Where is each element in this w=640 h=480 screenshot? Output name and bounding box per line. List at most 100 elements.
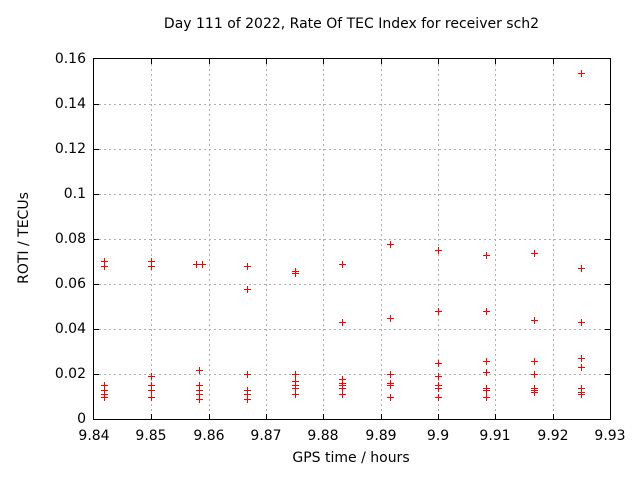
x-tick-label: 9.92 <box>537 428 569 444</box>
data-point <box>196 396 203 403</box>
x-tick-mark <box>323 414 324 419</box>
data-point <box>196 387 203 394</box>
data-point <box>339 319 346 326</box>
y-tick-mark <box>605 329 610 330</box>
x-tick-mark <box>381 414 382 419</box>
x-tick-mark <box>438 59 439 64</box>
y-tick-label: 0.08 <box>54 231 86 247</box>
data-point <box>578 364 585 371</box>
y-tick-mark <box>605 149 610 150</box>
data-point <box>148 373 155 380</box>
data-point <box>483 394 490 401</box>
y-tick-label: 0.02 <box>54 366 86 382</box>
y-tick-label: 0 <box>77 411 86 427</box>
data-point <box>196 382 203 389</box>
data-point <box>148 258 155 265</box>
y-tick-mark <box>605 374 610 375</box>
data-point <box>101 382 108 389</box>
y-tick-mark <box>94 284 99 285</box>
y-tick-label: 0.14 <box>54 96 86 112</box>
x-tick-label: 9.86 <box>193 428 225 444</box>
y-tick-mark <box>94 149 99 150</box>
data-point <box>199 261 206 268</box>
y-tick-label: 0.1 <box>63 186 86 202</box>
gridline-vertical <box>323 59 324 419</box>
gridline-horizontal <box>94 104 610 105</box>
chart-title: Day 111 of 2022, Rate Of TEC Index for r… <box>163 16 540 32</box>
data-point <box>339 385 346 392</box>
data-point <box>483 369 490 376</box>
data-point <box>101 394 108 401</box>
y-tick-mark <box>605 194 610 195</box>
gridline-horizontal <box>94 194 610 195</box>
data-point <box>339 391 346 398</box>
data-point <box>483 252 490 259</box>
x-tick-mark <box>266 414 267 419</box>
data-point <box>578 70 585 77</box>
y-tick-mark <box>94 194 99 195</box>
y-tick-mark <box>94 239 99 240</box>
data-point <box>483 387 490 394</box>
data-point <box>101 263 108 270</box>
x-axis-label: GPS time / hours <box>292 450 410 466</box>
data-point <box>435 360 442 367</box>
gridline-horizontal <box>94 374 610 375</box>
data-point <box>339 261 346 268</box>
data-point <box>435 308 442 315</box>
gridline-horizontal <box>94 239 610 240</box>
data-point <box>578 265 585 272</box>
data-point <box>292 385 299 392</box>
y-tick-label: 0.06 <box>54 276 86 292</box>
data-point <box>435 247 442 254</box>
plot-area <box>93 58 611 420</box>
y-tick-mark <box>94 374 99 375</box>
gridline-horizontal <box>94 149 610 150</box>
x-tick-mark <box>266 59 267 64</box>
x-tick-label: 9.84 <box>78 428 110 444</box>
data-point <box>578 355 585 362</box>
x-tick-mark <box>323 59 324 64</box>
data-point <box>244 396 251 403</box>
gridline-horizontal <box>94 329 610 330</box>
data-point <box>578 385 585 392</box>
data-point <box>387 382 394 389</box>
x-tick-mark <box>151 414 152 419</box>
data-point <box>578 319 585 326</box>
x-tick-label: 9.93 <box>594 428 626 444</box>
data-point <box>292 371 299 378</box>
data-point <box>148 387 155 394</box>
gridline-vertical <box>553 59 554 419</box>
gridline-horizontal <box>94 284 610 285</box>
data-point <box>292 378 299 385</box>
data-point <box>578 391 585 398</box>
data-point <box>101 258 108 265</box>
x-tick-mark <box>553 414 554 419</box>
x-tick-label: 9.9 <box>426 428 450 444</box>
data-point <box>196 367 203 374</box>
x-tick-label: 9.87 <box>250 428 282 444</box>
gridline-vertical <box>266 59 267 419</box>
data-point <box>531 317 538 324</box>
gridline-vertical <box>151 59 152 419</box>
x-tick-mark <box>381 59 382 64</box>
data-point <box>148 263 155 270</box>
y-tick-mark <box>94 104 99 105</box>
data-point <box>244 391 251 398</box>
y-tick-mark <box>94 329 99 330</box>
data-point <box>292 270 299 277</box>
data-point <box>244 263 251 270</box>
data-point <box>531 250 538 257</box>
y-tick-mark <box>605 104 610 105</box>
x-tick-label: 9.85 <box>135 428 167 444</box>
data-point <box>483 308 490 315</box>
data-point <box>292 391 299 398</box>
data-point <box>148 382 155 389</box>
data-point <box>435 373 442 380</box>
data-point <box>196 391 203 398</box>
x-tick-mark <box>209 414 210 419</box>
data-point <box>531 389 538 396</box>
x-tick-label: 9.91 <box>479 428 511 444</box>
data-point <box>101 387 108 394</box>
y-tick-mark <box>605 239 610 240</box>
